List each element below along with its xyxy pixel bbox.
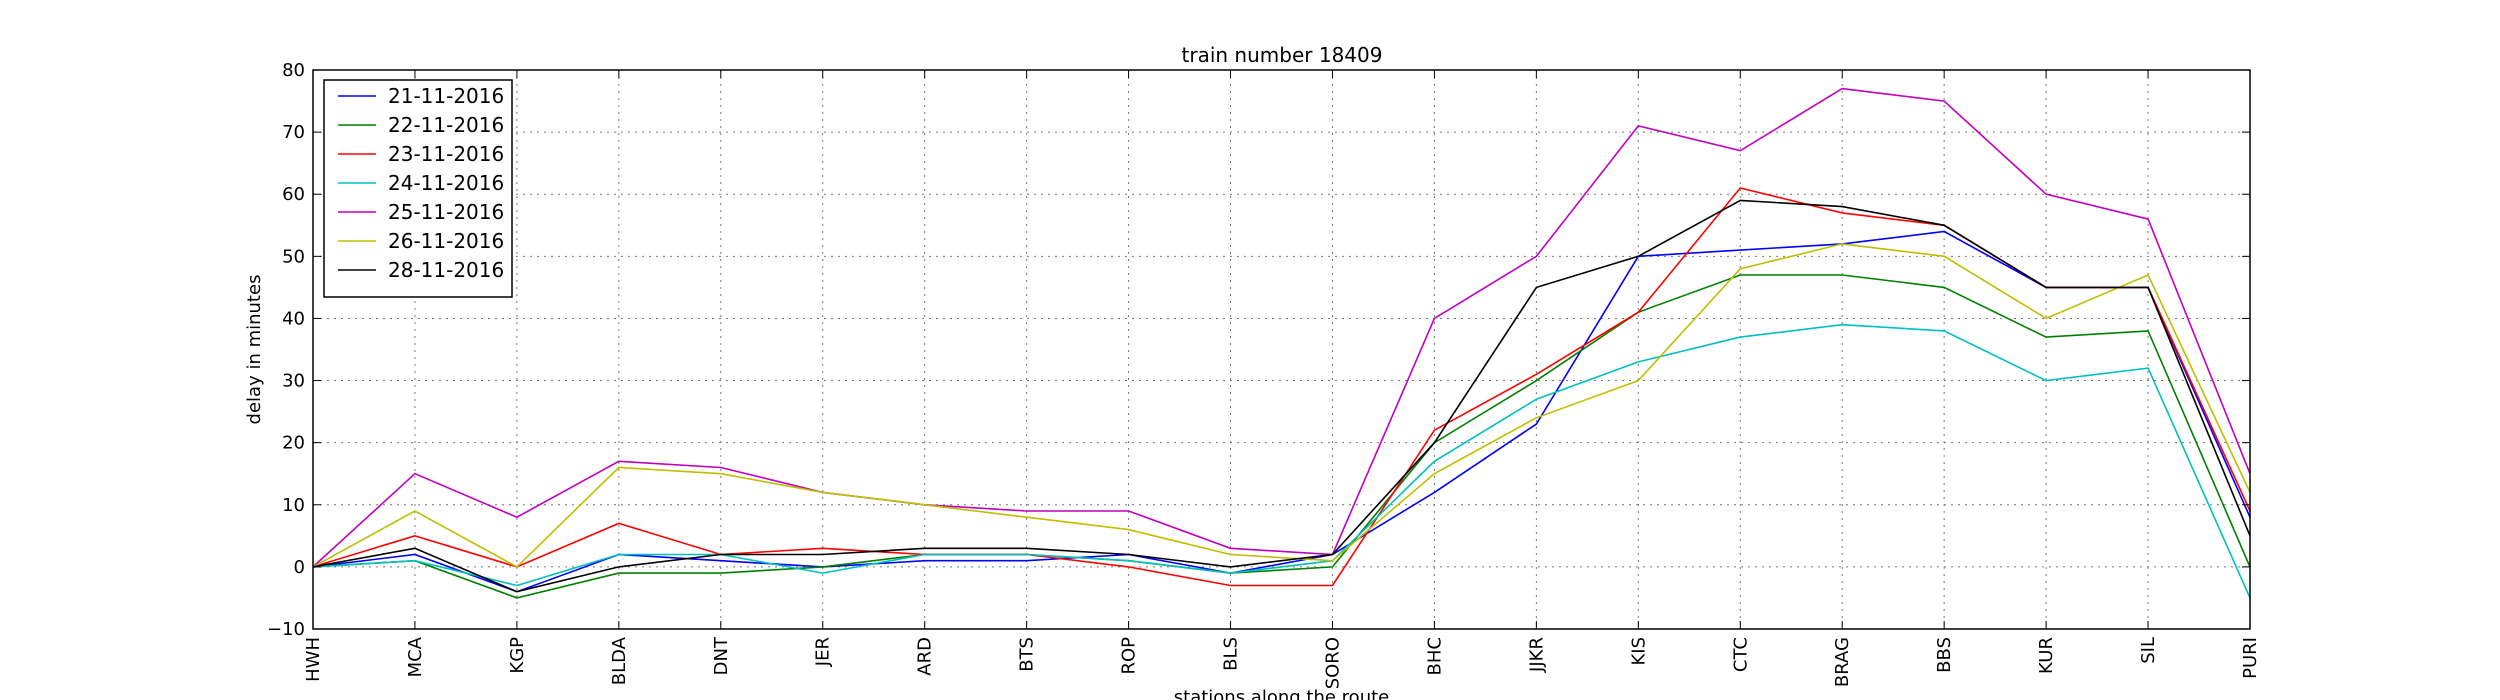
- legend-label: 23-11-2016: [388, 142, 504, 166]
- y-tick-label: 30: [282, 371, 305, 392]
- series-line-28-11-2016: [312, 199, 2251, 593]
- y-tick-label: 60: [282, 184, 305, 205]
- x-tick-label: BLS: [1221, 637, 1242, 671]
- x-tick-label: BHC: [1424, 637, 1445, 675]
- x-tick-label: JJKR: [1526, 637, 1547, 673]
- x-tick-label: DNT: [711, 636, 732, 675]
- plot-frame: [312, 69, 2251, 630]
- x-tick-label: ROP: [1119, 637, 1140, 675]
- series-line-21-11-2016: [312, 230, 2251, 593]
- x-tick-label: KGP: [507, 637, 528, 674]
- axis-ticks: −10 0 10 20 30 40 50 60 70 80 HWH MCA KGP BLDA DNT JER A…: [267, 60, 2261, 689]
- x-tick-label: PURI: [2240, 637, 2261, 679]
- legend-label: 21-11-2016: [388, 84, 504, 108]
- y-axis-label: delay in minutes: [244, 275, 265, 425]
- series-line-25-11-2016: [312, 87, 2251, 568]
- y-tick-label: 50: [282, 246, 305, 267]
- legend: 21-11-2016 22-11-2016 23-11-2016 24-11-2016…: [323, 79, 513, 298]
- x-tick-label: BRAG: [1832, 637, 1853, 687]
- x-tick-label: BBS: [1934, 637, 1955, 673]
- gridlines: [312, 69, 2251, 630]
- legend-label: 22-11-2016: [388, 113, 504, 137]
- y-tick-label: 80: [282, 60, 305, 81]
- y-tick-label: 70: [282, 122, 305, 143]
- x-tick-label: ARD: [915, 637, 936, 676]
- x-tick-label: SORO: [1323, 637, 1344, 689]
- series-lines: [312, 87, 2251, 599]
- series-line-23-11-2016: [312, 187, 2251, 587]
- legend-label: 26-11-2016: [388, 229, 504, 253]
- y-tick-label: −10: [267, 619, 305, 640]
- y-tick-label: 40: [282, 308, 305, 329]
- x-tick-label: CTC: [1730, 637, 1751, 672]
- x-tick-label: BLDA: [609, 636, 630, 685]
- legend-label: 24-11-2016: [388, 171, 504, 195]
- x-tick-label: HWH: [303, 637, 324, 682]
- y-tick-label: 10: [282, 495, 305, 516]
- x-axis-label: stations along the route: [1174, 687, 1389, 700]
- legend-label: 28-11-2016: [388, 258, 504, 282]
- legend-box: [323, 79, 513, 298]
- y-tick-label: 20: [282, 433, 305, 454]
- x-tick-label: JER: [813, 637, 834, 667]
- x-tick-label: KUR: [2036, 637, 2057, 674]
- x-tick-label: SIL: [2138, 637, 2159, 664]
- x-tick-label: BTS: [1017, 637, 1038, 672]
- series-line-26-11-2016: [312, 243, 2251, 568]
- series-line-24-11-2016: [312, 323, 2251, 599]
- x-tick-label: MCA: [405, 636, 426, 677]
- x-tick-label: KIS: [1628, 637, 1649, 666]
- y-tick-label: 0: [294, 557, 305, 578]
- chart-title: train number 18409: [1182, 43, 1383, 67]
- series-line-22-11-2016: [312, 274, 2251, 599]
- legend-label: 25-11-2016: [388, 200, 504, 224]
